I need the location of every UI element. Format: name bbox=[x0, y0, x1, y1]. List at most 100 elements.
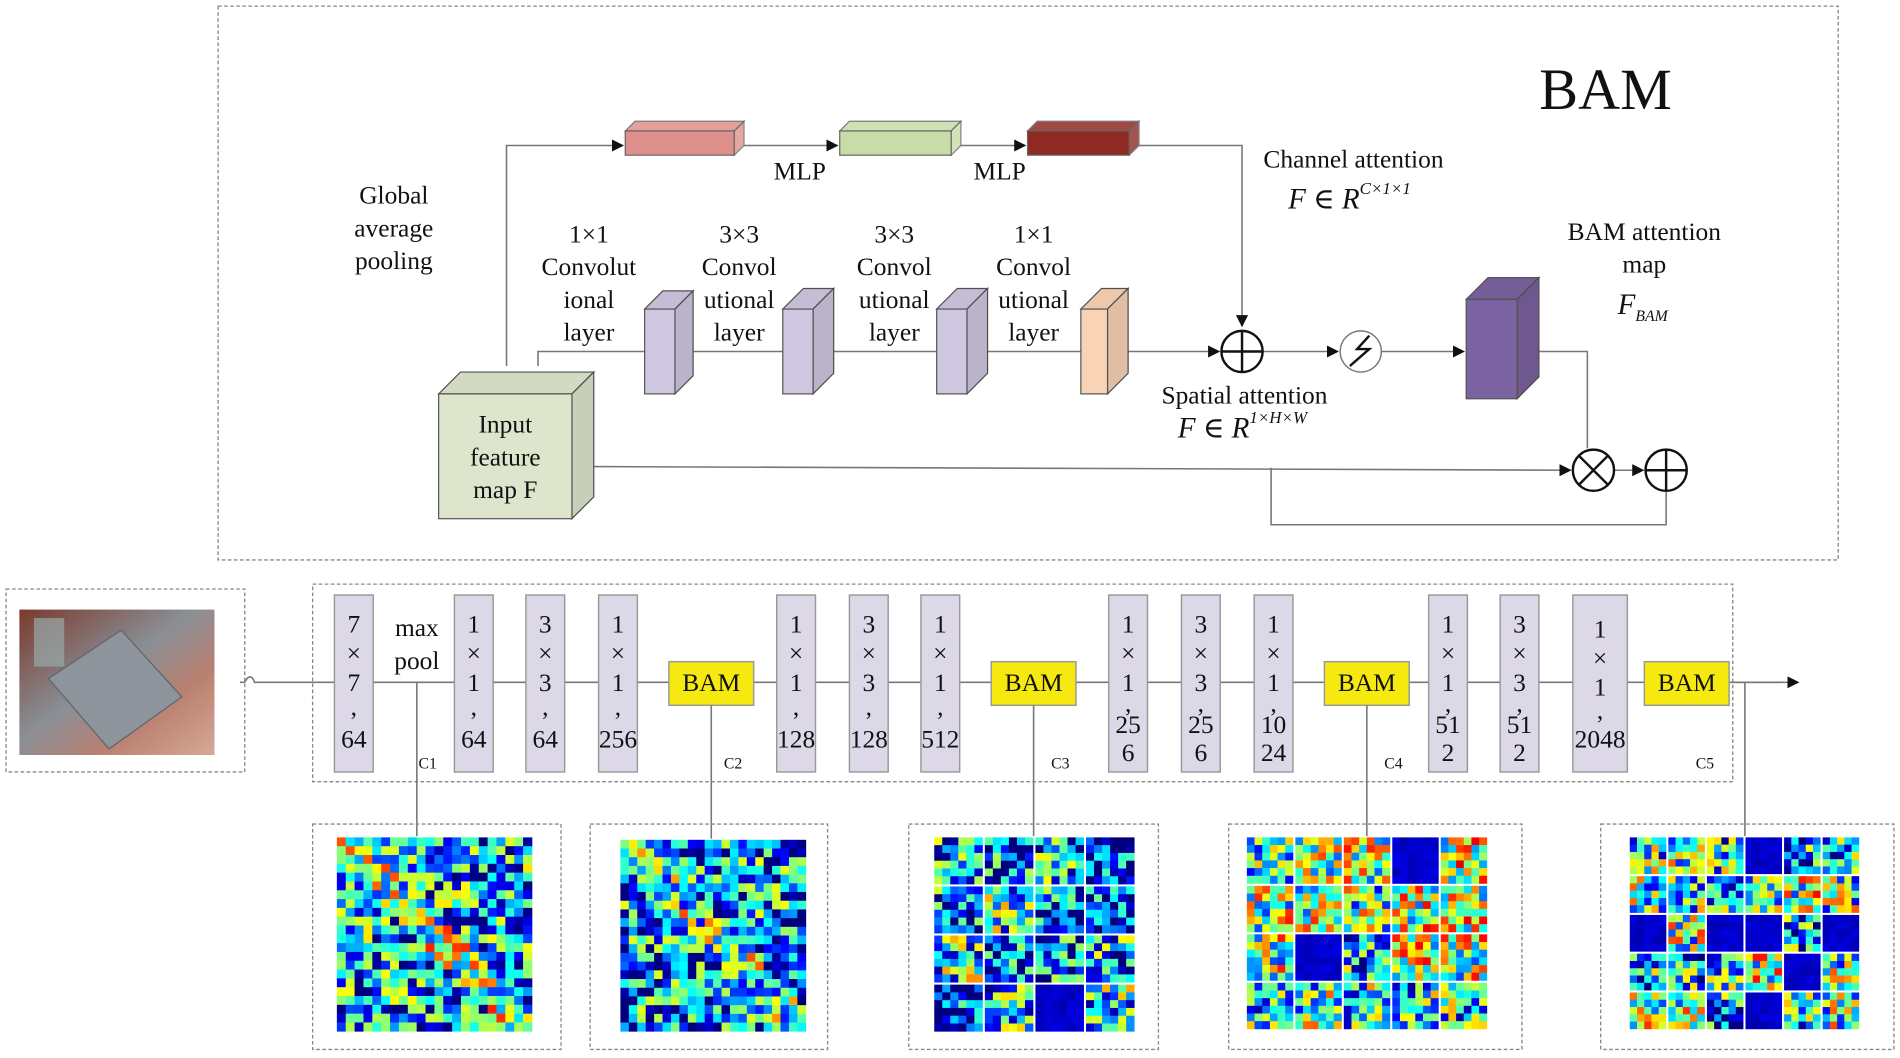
heatmap-cell bbox=[1075, 958, 1084, 968]
heatmap-cell bbox=[514, 890, 524, 900]
layer-text: , bbox=[471, 692, 477, 721]
heatmap-cell bbox=[1333, 875, 1342, 884]
heatmap-cell bbox=[628, 848, 638, 858]
heatmap-cell bbox=[354, 907, 364, 918]
heatmap-cell bbox=[363, 846, 373, 856]
heatmap-cell bbox=[1333, 837, 1342, 846]
heatmap-cell bbox=[721, 944, 731, 954]
heatmap-cell bbox=[1415, 1013, 1424, 1022]
heatmap-cell bbox=[1851, 914, 1860, 923]
heatmap-cell bbox=[1837, 1007, 1845, 1015]
heatmap-cell bbox=[1471, 1005, 1480, 1014]
heatmap-cell bbox=[1277, 901, 1286, 910]
heatmap-cell bbox=[1721, 953, 1729, 962]
heatmap-cell bbox=[1851, 890, 1860, 899]
heatmap-cell bbox=[1829, 929, 1838, 938]
heatmap-cell bbox=[407, 899, 418, 909]
heatmap-cell bbox=[1675, 837, 1684, 846]
heatmap-cell bbox=[1326, 845, 1335, 854]
heatmap-cell bbox=[514, 934, 524, 944]
heatmap-cell bbox=[1812, 922, 1821, 930]
heatmap-cell bbox=[1759, 953, 1768, 962]
heatmap-cell bbox=[797, 839, 807, 849]
heatmap-cell bbox=[1463, 916, 1472, 925]
heatmap-cell bbox=[345, 916, 355, 926]
heatmap-cell bbox=[1767, 897, 1775, 906]
layer-text: 2048 bbox=[1575, 725, 1626, 754]
heatmap-cell bbox=[1043, 1023, 1052, 1032]
heatmap-cell bbox=[1067, 951, 1076, 960]
heatmap-cell bbox=[1440, 1013, 1449, 1022]
heatmap-cell bbox=[1399, 990, 1408, 999]
heatmap-cell bbox=[1110, 917, 1119, 926]
heatmap-cell bbox=[461, 890, 471, 900]
heatmap-cell bbox=[654, 944, 663, 954]
heatmap-cell bbox=[1791, 922, 1799, 930]
heatmap-cell bbox=[469, 837, 480, 847]
heatmap-cell bbox=[1463, 875, 1472, 884]
heatmap-cell bbox=[620, 883, 630, 893]
heatmap-cell bbox=[1651, 944, 1660, 952]
heatmap-cell bbox=[1759, 922, 1768, 930]
heatmap-cell bbox=[1637, 883, 1645, 892]
heatmap-cell bbox=[1430, 934, 1439, 943]
heatmap-cell bbox=[704, 926, 714, 936]
heatmap-cell bbox=[1075, 909, 1084, 918]
heatmap-cell bbox=[1075, 992, 1084, 1001]
heatmap-cell bbox=[1714, 999, 1722, 1008]
heatmap-cell bbox=[966, 984, 975, 993]
heatmap-cell bbox=[1310, 852, 1319, 861]
heatmap-cell bbox=[1246, 845, 1255, 854]
heatmap-cell bbox=[1714, 837, 1722, 846]
heatmap-cell bbox=[416, 951, 426, 962]
heatmap-cell bbox=[788, 874, 798, 884]
heatmap-cell bbox=[974, 909, 983, 918]
heatmap-cell bbox=[992, 917, 1002, 926]
conv-label-line: ional bbox=[563, 285, 614, 314]
heatmap-cell bbox=[1392, 875, 1401, 884]
heatmap-cell bbox=[729, 848, 739, 858]
heatmap-cell bbox=[780, 926, 790, 936]
heatmap-cell bbox=[687, 909, 697, 919]
heatmap-cell bbox=[1805, 883, 1814, 892]
heatmap-cell bbox=[1714, 897, 1722, 906]
heatmap-cell bbox=[1118, 1000, 1127, 1009]
heatmap-cell bbox=[1668, 929, 1676, 938]
heatmap-cell bbox=[452, 872, 462, 882]
heatmap-cell bbox=[1126, 966, 1135, 975]
heatmap-cell bbox=[1126, 860, 1135, 869]
heatmap-cell bbox=[372, 916, 382, 926]
heatmap-cell bbox=[713, 952, 722, 963]
heatmap-cell bbox=[1714, 851, 1722, 860]
heatmap-cell bbox=[1343, 908, 1352, 917]
heatmap-cell bbox=[1637, 982, 1645, 991]
heatmap-cell bbox=[1479, 1021, 1488, 1030]
heatmap-cell bbox=[1759, 992, 1768, 1001]
heatmap-cell bbox=[1118, 852, 1127, 862]
heatmap-cell bbox=[461, 837, 471, 847]
heatmap-cell bbox=[1682, 999, 1691, 1008]
heatmap-cell bbox=[345, 837, 355, 847]
heatmap-cell bbox=[505, 863, 515, 874]
heatmap-cell bbox=[1051, 902, 1060, 911]
heatmap-cell bbox=[1118, 958, 1127, 968]
heatmap-cell bbox=[398, 899, 409, 909]
heatmap-cell bbox=[1644, 982, 1652, 991]
heatmap-cell bbox=[687, 1005, 697, 1015]
heatmap-cell bbox=[620, 926, 630, 936]
heatmap-cell bbox=[1318, 990, 1327, 999]
heatmap-cell bbox=[1728, 866, 1737, 875]
heatmap-cell bbox=[443, 934, 453, 944]
heatmap-cell bbox=[1851, 1007, 1860, 1015]
heatmap-cell bbox=[443, 837, 453, 847]
heatmap-cell bbox=[958, 894, 967, 903]
heatmap-cell bbox=[1798, 837, 1807, 846]
heatmap-cell bbox=[704, 944, 714, 954]
heatmap-cell bbox=[1784, 1014, 1792, 1022]
heatmap-cell bbox=[1366, 837, 1375, 846]
heatmap-cell bbox=[1318, 868, 1327, 877]
heatmap-cell bbox=[934, 845, 943, 854]
heatmap-cell bbox=[514, 978, 524, 988]
heatmap-cell bbox=[788, 1013, 798, 1023]
heatmap-cell bbox=[1422, 924, 1432, 933]
